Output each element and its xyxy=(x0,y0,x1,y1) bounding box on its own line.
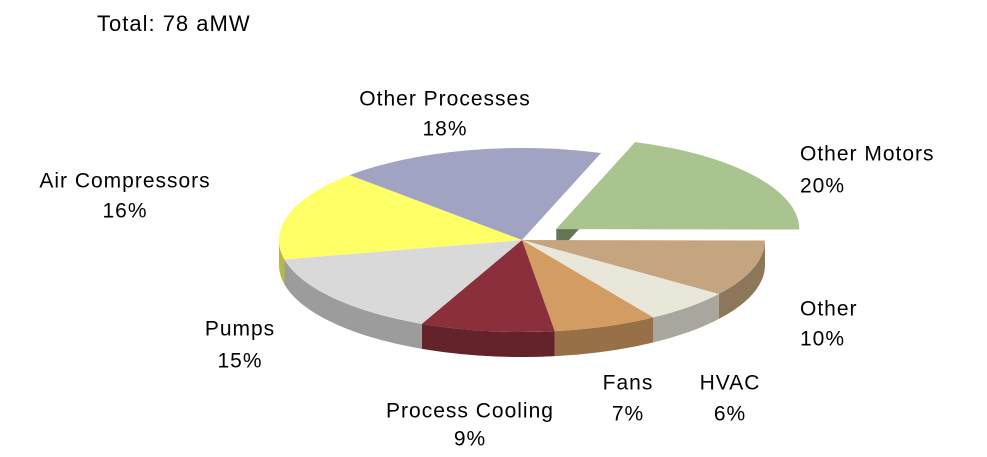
slice-value-label: 18% xyxy=(422,118,467,141)
slice-label: Process Cooling xyxy=(386,400,554,423)
slice xyxy=(349,148,602,240)
slice-label: Other Processes xyxy=(359,88,530,111)
slice xyxy=(556,142,800,230)
slice xyxy=(421,240,555,332)
slice-label: Air Compressors xyxy=(39,170,210,193)
slice xyxy=(522,240,719,318)
slice-label: Pumps xyxy=(205,318,275,341)
slice-side xyxy=(718,240,765,319)
slice xyxy=(284,240,522,324)
slice-label: HVAC xyxy=(700,372,761,395)
slice-label: Other Motors xyxy=(800,143,935,166)
slice-label: Fans xyxy=(603,372,654,395)
chart-subtitle: Total: 78 aMW xyxy=(97,11,251,36)
slice-label: Other xyxy=(800,298,858,321)
slice-value-label: 6% xyxy=(714,403,746,426)
slice-side xyxy=(653,293,719,343)
slice-value-label: 9% xyxy=(454,428,486,451)
slice xyxy=(279,175,522,260)
slice-side xyxy=(554,317,654,357)
slice-value-label: 20% xyxy=(800,175,845,198)
slice-value-label: 15% xyxy=(217,350,262,373)
slice-side xyxy=(421,323,555,357)
slice xyxy=(522,240,765,294)
slice xyxy=(522,240,654,332)
slice-value-label: 16% xyxy=(102,200,147,223)
slice-value-label: 10% xyxy=(800,328,845,351)
slice-value-label: 7% xyxy=(612,403,644,426)
slice-side xyxy=(284,259,422,349)
slice-side xyxy=(279,240,285,285)
